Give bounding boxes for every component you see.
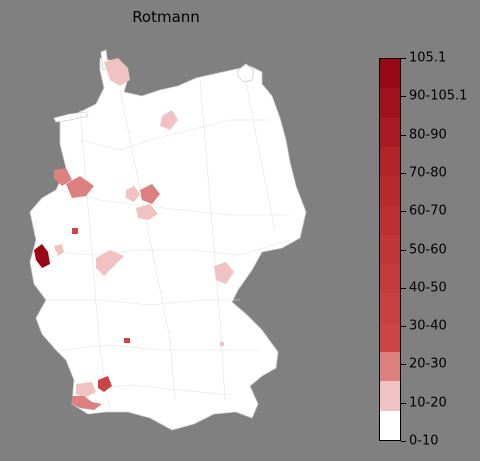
district-aachen — [34, 244, 50, 268]
district-ruhr-2 — [66, 176, 94, 198]
colorbar-tick — [401, 58, 406, 59]
map-title: Rotmann — [132, 8, 200, 26]
colorbar-segment — [380, 205, 400, 235]
colorbar-segment — [380, 381, 400, 411]
district-central-3 — [136, 204, 158, 220]
colorbar-tick — [401, 402, 406, 404]
district-west-2 — [54, 244, 64, 256]
district-central-2 — [140, 184, 160, 204]
district-east-1 — [214, 262, 234, 284]
colorbar-tick — [401, 249, 406, 251]
colorbar-segment — [380, 322, 400, 353]
colorbar-segment — [380, 58, 400, 89]
colorbar-segment — [380, 146, 400, 177]
colorbar-label: 10-20 — [409, 395, 447, 411]
colorbar-label: 70-80 — [409, 165, 447, 181]
colorbar-segment — [380, 410, 400, 440]
colorbar-label: 105.1 — [409, 50, 447, 66]
colorbar-segment — [380, 88, 400, 118]
district-ruhr-1 — [54, 168, 72, 186]
colorbar-tick — [401, 134, 406, 136]
colorbar-label: 30-40 — [409, 318, 447, 334]
colorbar-segment — [380, 117, 400, 147]
colorbar-tick — [401, 287, 406, 289]
district-south-small-2 — [220, 342, 224, 346]
colored-districts — [34, 58, 234, 410]
frisian-islands — [53, 111, 89, 123]
district-baden-1 — [98, 376, 112, 392]
district-baden-2 — [76, 382, 96, 398]
colorbar-tick — [401, 441, 406, 442]
district-hesse — [96, 250, 124, 276]
colorbar-label: 20-30 — [409, 356, 447, 372]
colorbar-tick — [401, 96, 406, 98]
colorbar-tick — [401, 326, 406, 328]
district-borders — [39, 74, 291, 411]
colorbar — [379, 58, 401, 441]
colorbar-label: 80-90 — [409, 127, 447, 143]
colorbar-segment — [380, 293, 400, 323]
district-north-1 — [104, 58, 130, 86]
district-baden-3 — [72, 396, 102, 410]
colorbar-tick — [401, 211, 406, 213]
rugen-island — [237, 63, 255, 83]
colorbar-tick — [401, 172, 406, 174]
colorbar-label: 50-60 — [409, 242, 447, 257]
colorbar-segment — [380, 176, 400, 206]
colorbar-label: 40-50 — [409, 280, 447, 296]
colorbar-segment — [380, 352, 400, 382]
colorbar-tick — [401, 364, 406, 366]
district-west-small — [72, 228, 78, 234]
district-south-small-1 — [124, 338, 130, 343]
colorbar-label: 60-70 — [409, 203, 447, 219]
colorbar-segment — [380, 264, 400, 294]
colorbar-label: 0-10 — [409, 433, 439, 449]
colorbar-label: 90-105.1 — [409, 88, 468, 104]
district-north-2 — [160, 110, 178, 130]
district-central-1 — [126, 186, 140, 202]
colorbar-segment — [380, 234, 400, 265]
